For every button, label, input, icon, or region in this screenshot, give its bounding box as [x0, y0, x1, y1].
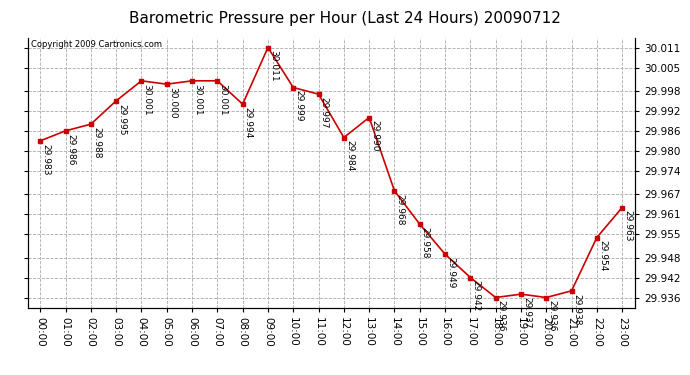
Text: 29.937: 29.937	[522, 297, 531, 328]
Text: 29.986: 29.986	[67, 134, 76, 165]
Text: 30.001: 30.001	[219, 84, 228, 115]
Text: 29.936: 29.936	[547, 300, 556, 332]
Text: 29.938: 29.938	[573, 294, 582, 325]
Text: 29.968: 29.968	[395, 194, 404, 225]
Text: Barometric Pressure per Hour (Last 24 Hours) 20090712: Barometric Pressure per Hour (Last 24 Ho…	[129, 11, 561, 26]
Text: 29.984: 29.984	[345, 140, 354, 172]
Text: 29.995: 29.995	[117, 104, 126, 135]
Text: 29.994: 29.994	[244, 107, 253, 138]
Text: 29.997: 29.997	[319, 97, 328, 129]
Text: 29.936: 29.936	[497, 300, 506, 332]
Text: 29.988: 29.988	[92, 127, 101, 159]
Text: 29.949: 29.949	[446, 257, 455, 288]
Text: 30.001: 30.001	[143, 84, 152, 115]
Text: 29.954: 29.954	[598, 240, 607, 272]
Text: Copyright 2009 Cartronics.com: Copyright 2009 Cartronics.com	[30, 40, 161, 49]
Text: 30.001: 30.001	[193, 84, 202, 115]
Text: 29.983: 29.983	[41, 144, 50, 175]
Text: 30.011: 30.011	[269, 50, 278, 82]
Text: 29.999: 29.999	[295, 90, 304, 122]
Text: 29.990: 29.990	[371, 120, 380, 152]
Text: 30.000: 30.000	[168, 87, 177, 118]
Text: 29.942: 29.942	[471, 280, 480, 312]
Text: 29.963: 29.963	[623, 210, 632, 242]
Text: 29.958: 29.958	[421, 227, 430, 258]
